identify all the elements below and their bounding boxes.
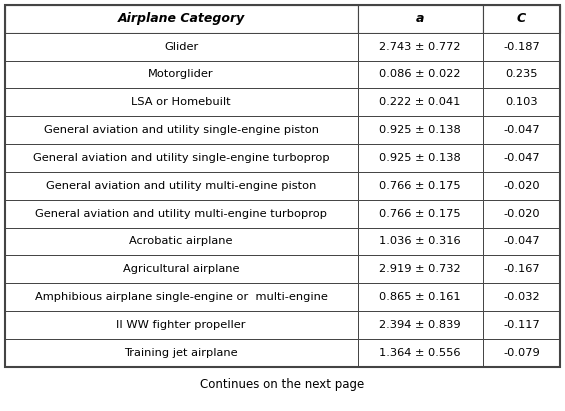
Bar bbox=[5, 60, 358, 88]
Bar bbox=[358, 33, 483, 60]
Bar bbox=[5, 116, 358, 144]
Text: 0.925 ± 0.138: 0.925 ± 0.138 bbox=[379, 153, 461, 163]
Bar bbox=[5, 311, 358, 339]
Bar bbox=[5, 88, 358, 116]
Bar bbox=[483, 339, 560, 367]
Bar bbox=[483, 60, 560, 88]
Bar bbox=[358, 5, 483, 33]
Bar bbox=[5, 200, 358, 228]
Text: a: a bbox=[416, 12, 424, 25]
Text: General aviation and utility single-engine piston: General aviation and utility single-engi… bbox=[44, 125, 319, 135]
Bar bbox=[483, 255, 560, 283]
Text: II WW fighter propeller: II WW fighter propeller bbox=[116, 320, 246, 330]
Bar bbox=[5, 339, 358, 367]
Text: 0.235: 0.235 bbox=[505, 69, 538, 79]
Text: -0.167: -0.167 bbox=[503, 264, 540, 274]
Text: -0.117: -0.117 bbox=[503, 320, 540, 330]
Bar bbox=[5, 5, 560, 367]
Text: 0.086 ± 0.022: 0.086 ± 0.022 bbox=[379, 69, 461, 79]
Text: 1.036 ± 0.316: 1.036 ± 0.316 bbox=[379, 236, 461, 247]
Text: LSA or Homebuilt: LSA or Homebuilt bbox=[131, 97, 231, 107]
Text: Motorglider: Motorglider bbox=[148, 69, 214, 79]
Text: -0.047: -0.047 bbox=[503, 236, 540, 247]
Bar bbox=[358, 116, 483, 144]
Text: -0.047: -0.047 bbox=[503, 125, 540, 135]
Bar bbox=[5, 283, 358, 311]
Bar bbox=[358, 339, 483, 367]
Bar bbox=[358, 311, 483, 339]
Bar bbox=[483, 144, 560, 172]
Bar bbox=[483, 228, 560, 255]
Bar bbox=[483, 5, 560, 33]
Text: -0.047: -0.047 bbox=[503, 153, 540, 163]
Text: 0.103: 0.103 bbox=[505, 97, 538, 107]
Text: 2.394 ± 0.839: 2.394 ± 0.839 bbox=[379, 320, 461, 330]
Text: -0.020: -0.020 bbox=[503, 209, 540, 219]
Text: 0.865 ± 0.161: 0.865 ± 0.161 bbox=[379, 292, 461, 302]
Text: -0.187: -0.187 bbox=[503, 42, 540, 52]
Bar bbox=[358, 60, 483, 88]
Bar bbox=[5, 144, 358, 172]
Text: 1.364 ± 0.556: 1.364 ± 0.556 bbox=[379, 348, 461, 358]
Bar bbox=[5, 228, 358, 255]
Bar bbox=[358, 200, 483, 228]
Text: General aviation and utility multi-engine piston: General aviation and utility multi-engin… bbox=[46, 181, 316, 191]
Bar bbox=[483, 172, 560, 200]
Text: -0.020: -0.020 bbox=[503, 181, 540, 191]
Text: 2.743 ± 0.772: 2.743 ± 0.772 bbox=[379, 42, 461, 52]
Bar bbox=[5, 172, 358, 200]
Text: 2.919 ± 0.732: 2.919 ± 0.732 bbox=[379, 264, 461, 274]
Text: General aviation and utility multi-engine turboprop: General aviation and utility multi-engin… bbox=[35, 209, 327, 219]
Text: C: C bbox=[517, 12, 526, 25]
Bar bbox=[483, 116, 560, 144]
Text: -0.079: -0.079 bbox=[503, 348, 540, 358]
Text: Airplane Category: Airplane Category bbox=[118, 12, 245, 25]
Bar bbox=[483, 283, 560, 311]
Bar bbox=[358, 172, 483, 200]
Text: Agricultural airplane: Agricultural airplane bbox=[123, 264, 240, 274]
Text: -0.032: -0.032 bbox=[503, 292, 540, 302]
Bar bbox=[358, 144, 483, 172]
Bar bbox=[483, 311, 560, 339]
Bar bbox=[483, 33, 560, 60]
Text: 0.766 ± 0.175: 0.766 ± 0.175 bbox=[379, 181, 461, 191]
Text: Amphibious airplane single-engine or  multi-engine: Amphibious airplane single-engine or mul… bbox=[34, 292, 328, 302]
Bar bbox=[358, 255, 483, 283]
Bar bbox=[483, 88, 560, 116]
Text: 0.222 ± 0.041: 0.222 ± 0.041 bbox=[380, 97, 461, 107]
Bar bbox=[483, 200, 560, 228]
Bar bbox=[358, 88, 483, 116]
Text: Continues on the next page: Continues on the next page bbox=[201, 378, 364, 391]
Text: Glider: Glider bbox=[164, 42, 198, 52]
Text: 0.766 ± 0.175: 0.766 ± 0.175 bbox=[379, 209, 461, 219]
Bar bbox=[5, 255, 358, 283]
Text: Acrobatic airplane: Acrobatic airplane bbox=[129, 236, 233, 247]
Bar bbox=[5, 5, 358, 33]
Text: 0.925 ± 0.138: 0.925 ± 0.138 bbox=[379, 125, 461, 135]
Bar bbox=[5, 33, 358, 60]
Text: General aviation and utility single-engine turboprop: General aviation and utility single-engi… bbox=[33, 153, 329, 163]
Bar bbox=[358, 283, 483, 311]
Text: Training jet airplane: Training jet airplane bbox=[124, 348, 238, 358]
Bar bbox=[358, 228, 483, 255]
